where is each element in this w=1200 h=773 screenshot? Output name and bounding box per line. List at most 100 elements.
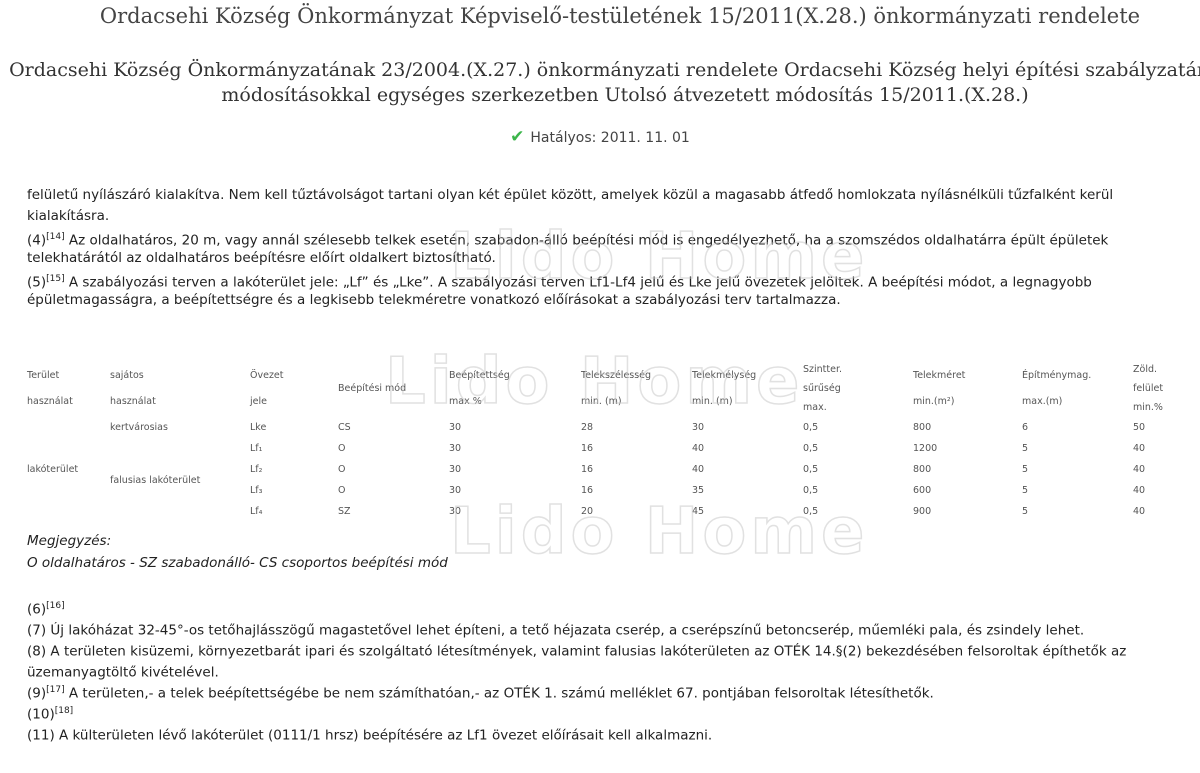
- table-row: falusias lakóterület Lf₁ O 30 16 40 0,5 1200 5 40: [27, 438, 1193, 486]
- group-cell: kertvárosias: [110, 422, 168, 433]
- status-badge: ✔ Hatályos: 2011. 11. 01: [0, 127, 1200, 147]
- subtitle-line: módosításokkal egységes szerkezetben Uto…: [221, 84, 1029, 106]
- table-cell: 6: [1022, 422, 1029, 433]
- table-cell: 800: [913, 422, 932, 433]
- footnote-link[interactable]: [14]: [46, 232, 65, 242]
- column-header: Építménymag. max.(m): [1022, 360, 1133, 417]
- table-cell: 30: [449, 464, 462, 475]
- table-cell: 0,5: [803, 422, 819, 433]
- table-cell: 900: [913, 506, 932, 517]
- paragraph-line: (11) A külterületen lévő lakóterület (01…: [27, 722, 1126, 744]
- column-header: sajátos használat: [110, 360, 250, 417]
- header-line: max.(m): [1022, 395, 1063, 407]
- header-line: használat: [27, 395, 73, 407]
- paragraph-line: (10)[18]: [27, 701, 1126, 723]
- table-cell: 600: [913, 485, 932, 496]
- header-line: Zöld.: [1133, 364, 1158, 375]
- table-cell: 20: [581, 506, 594, 517]
- note-title: Megjegyzés:: [27, 533, 112, 549]
- table-cell: 40: [1133, 485, 1146, 496]
- check-icon: ✔: [510, 127, 525, 147]
- header-line: Beépítettség: [449, 369, 510, 381]
- document-body: felületű nyílászáró kialakítva. Nem kell…: [27, 185, 1200, 311]
- group-cell: falusias lakóterület: [110, 474, 201, 486]
- table-cell: Lf₄: [250, 506, 263, 517]
- table-cell: 0,5: [803, 485, 819, 496]
- table-cell: Lf₃: [250, 485, 263, 496]
- header-line: jele: [250, 395, 267, 407]
- table-cell: 5: [1022, 443, 1029, 454]
- area-cell: lakóterület: [27, 464, 79, 475]
- document-subtitle: Ordacsehi Község Önkormányzatának 23/200…: [0, 58, 1200, 108]
- table-cell: 5: [1022, 464, 1029, 475]
- table-cell: Lf₂: [250, 464, 263, 475]
- header-line: Szintter.: [803, 364, 843, 375]
- table-cell: 30: [449, 485, 462, 496]
- footnote-link[interactable]: [17]: [46, 685, 65, 695]
- header-line: sajátos: [110, 369, 144, 381]
- header-line: Terület: [27, 369, 60, 381]
- table-cell: 28: [581, 422, 594, 433]
- column-header: Terület használat: [27, 360, 110, 417]
- header-line: Telekmélység: [692, 369, 757, 381]
- table-cell: Lf₁: [250, 443, 263, 454]
- table-cell: 30: [692, 422, 705, 433]
- column-header: Zöld. felület min.%: [1133, 360, 1193, 417]
- paragraph-text: (11) A külterületen lévő lakóterület (01…: [27, 727, 713, 744]
- table-cell: SZ: [338, 506, 351, 517]
- header-line: Övezet: [250, 369, 284, 381]
- paragraph-line: (7) Új lakóházat 32-45°-os tetőhajlásszö…: [27, 617, 1126, 639]
- header-line: használat: [110, 395, 156, 407]
- paragraph-text: A területen,- a telek beépítettségébe be…: [64, 685, 934, 702]
- paragraph-4: (4)[14] Az oldalhatáros, 20 m, vagy anná…: [27, 227, 1200, 249]
- paragraph-text: A szabályozási terven a lakóterület jele…: [64, 274, 1092, 291]
- column-header: Beépítési mód: [338, 360, 449, 417]
- table-cell: 40: [1133, 464, 1146, 475]
- table-cell: 30: [449, 443, 462, 454]
- header-line: max %: [449, 395, 482, 407]
- header-line: felület: [1133, 383, 1164, 394]
- table-note: Megjegyzés: O oldalhatáros - SZ szabadon…: [27, 530, 448, 574]
- paragraph-line: (6)[16]: [27, 596, 1126, 618]
- header-line: min. (m): [581, 395, 622, 407]
- document-body-continued: (6)[16] (7) Új lakóházat 32-45°-os tetőha…: [27, 596, 1126, 744]
- table-cell: O: [338, 443, 346, 454]
- paragraph-number: (10): [27, 706, 55, 723]
- table-cell: 40: [692, 464, 705, 475]
- footnote-link[interactable]: [16]: [46, 601, 65, 611]
- header-line: max.: [803, 402, 827, 413]
- table-row: Lf₂ O 30 16 40 0,5 800 5 40: [27, 459, 1193, 480]
- footnote-link[interactable]: [15]: [46, 274, 65, 284]
- paragraph-5: (5)[15] A szabályozási terven a lakóterü…: [27, 269, 1200, 291]
- table-cell: 40: [1133, 506, 1146, 517]
- header-line: Telekméret: [913, 369, 966, 381]
- column-header: Beépítettség max %: [449, 360, 581, 417]
- paragraph-text: (7) Új lakóházat 32-45°-os tetőhajlásszö…: [27, 622, 1085, 639]
- header-line: min.%: [1133, 402, 1163, 413]
- table-cell: Lke: [250, 422, 267, 433]
- subtitle-line: Ordacsehi Község Önkormányzatának 23/200…: [9, 59, 1200, 81]
- column-header: Övezet jele: [250, 360, 338, 417]
- table-row: lakóterület kertvárosias Lke CS 30 28 30 0,5 800…: [27, 417, 1193, 475]
- paragraph-number: (9): [27, 685, 47, 702]
- table-cell: 16: [581, 443, 594, 454]
- table-row: Lf₃ O 30 16 35 0,5 600 5 40: [27, 480, 1193, 501]
- table-cell: 40: [692, 443, 705, 454]
- table-header-row: Terület használat sajátos használat Övezet je…: [27, 360, 1193, 417]
- table-cell: 5: [1022, 506, 1029, 517]
- paragraph-text: üzemanyagtöltő kivételével.: [27, 664, 219, 681]
- header-line: Építménymag.: [1022, 369, 1092, 381]
- footnote-link[interactable]: [18]: [54, 706, 74, 716]
- table-cell: 800: [913, 464, 932, 475]
- header-line: min.(m²): [913, 395, 955, 407]
- header-line: Beépítési mód: [338, 382, 407, 394]
- paragraph-line: kialakításra.: [27, 208, 110, 224]
- paragraph-line: üzemanyagtöltő kivételével.: [27, 659, 1126, 681]
- table-cell: 0,5: [803, 464, 819, 475]
- paragraph-line: (9)[17] A területen,- a telek beépítetts…: [27, 680, 1126, 702]
- table-cell: CS: [338, 422, 351, 433]
- table-cell: 0,5: [803, 506, 819, 517]
- paragraph-line: épületmagasságra, a beépítettségre és a …: [27, 292, 841, 308]
- table-cell: 1200: [913, 443, 938, 454]
- table-cell: 40: [1133, 443, 1146, 454]
